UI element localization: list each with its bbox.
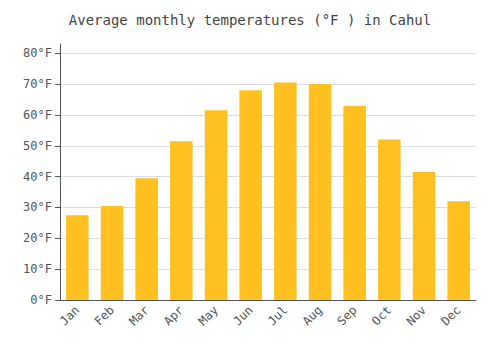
- svg-text:Oct: Oct: [369, 303, 394, 328]
- svg-text:Jun: Jun: [230, 303, 255, 328]
- svg-text:50°F: 50°F: [23, 139, 52, 153]
- svg-text:0°F: 0°F: [30, 293, 52, 307]
- svg-text:60°F: 60°F: [23, 108, 52, 122]
- svg-text:Aug: Aug: [300, 303, 325, 328]
- svg-text:80°F: 80°F: [23, 46, 52, 60]
- svg-text:20°F: 20°F: [23, 231, 52, 245]
- svg-text:Jul: Jul: [265, 303, 290, 328]
- svg-text:10°F: 10°F: [23, 262, 52, 276]
- svg-text:Nov: Nov: [404, 303, 429, 328]
- svg-text:Average monthly temperatures (: Average monthly temperatures (°F ) in Ca…: [69, 12, 431, 28]
- svg-text:Dec: Dec: [438, 303, 463, 328]
- svg-text:70°F: 70°F: [23, 77, 52, 91]
- svg-text:Sep: Sep: [334, 303, 359, 328]
- svg-text:Mar: Mar: [126, 303, 151, 328]
- svg-text:Apr: Apr: [161, 303, 186, 328]
- svg-text:Jan: Jan: [57, 303, 82, 328]
- svg-text:May: May: [196, 303, 221, 328]
- svg-text:30°F: 30°F: [23, 200, 52, 214]
- svg-text:Feb: Feb: [92, 303, 117, 328]
- svg-text:40°F: 40°F: [23, 170, 52, 184]
